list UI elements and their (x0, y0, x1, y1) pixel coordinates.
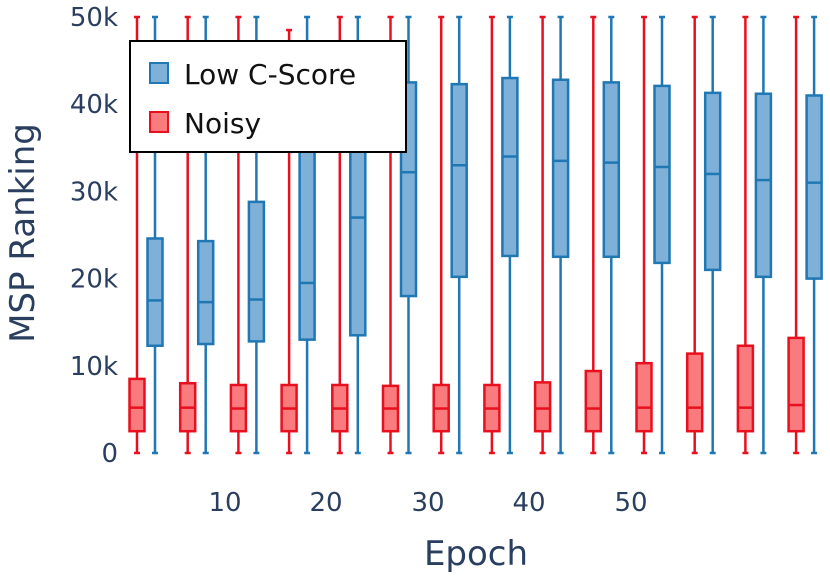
box-noisy-9 (584, 15, 603, 455)
box-body (533, 381, 552, 433)
box-body (653, 84, 671, 265)
legend-frame (129, 40, 407, 153)
box-body (787, 336, 805, 433)
box-body (635, 361, 653, 433)
box-body (703, 91, 722, 272)
legend-label-noisy: Noisy (184, 107, 261, 140)
x-tick-label: 20 (309, 488, 342, 518)
x-axis-title: Epoch (424, 534, 528, 574)
x-tick-label: 10 (208, 488, 241, 518)
box-body (584, 369, 603, 433)
box-body (247, 200, 266, 343)
x-tick-label: 30 (411, 488, 444, 518)
legend-label-low-c-score: Low C-Score (184, 58, 356, 91)
legend: Low C-Score Noisy (129, 40, 407, 153)
box-body (196, 239, 215, 346)
box-noisy-7 (483, 15, 501, 455)
box-body (805, 94, 823, 280)
box-body (146, 237, 164, 347)
box-low-c-score-12 (754, 15, 773, 455)
y-tick-label: 10k (70, 352, 118, 382)
box-body (754, 92, 773, 279)
y-tick-label: 30k (70, 177, 118, 207)
y-tick-label: 0 (101, 439, 118, 469)
box-low-c-score-10 (653, 15, 671, 455)
box-body (501, 76, 519, 258)
box-body (128, 377, 146, 433)
y-axis-title: MSP Ranking (3, 123, 43, 343)
box-low-c-score-11 (703, 15, 722, 455)
box-body (685, 352, 704, 433)
box-low-c-score-6 (450, 15, 468, 455)
box-body (450, 82, 468, 279)
box-low-c-score-7 (501, 15, 519, 455)
y-tick-label: 50k (70, 3, 118, 33)
legend-swatch-noisy (149, 111, 169, 133)
box-noisy-8 (533, 15, 552, 455)
box-noisy-6 (432, 15, 450, 455)
legend-swatch-low-c-score (149, 62, 169, 84)
box-noisy-10 (635, 15, 653, 455)
x-axis-ticks: 10 20 30 40 50 (208, 488, 647, 518)
box-body (602, 81, 621, 259)
box-noisy-13 (787, 15, 805, 455)
box-body (736, 344, 755, 433)
box-noisy-12 (736, 15, 755, 455)
y-axis-ticks: 0 10k 20k 30k 40k 50k (70, 3, 118, 469)
x-tick-label: 40 (512, 488, 545, 518)
box-noisy-11 (685, 15, 704, 455)
box-low-c-score-13 (805, 15, 823, 455)
y-tick-label: 20k (70, 265, 118, 295)
box-low-c-score-8 (551, 15, 570, 455)
box-low-c-score-9 (602, 15, 621, 455)
y-tick-label: 40k (70, 90, 118, 120)
boxes-layer (128, 15, 823, 455)
x-tick-label: 50 (614, 488, 647, 518)
box-body (298, 146, 316, 341)
box-body (349, 120, 367, 337)
box-body (551, 78, 570, 259)
